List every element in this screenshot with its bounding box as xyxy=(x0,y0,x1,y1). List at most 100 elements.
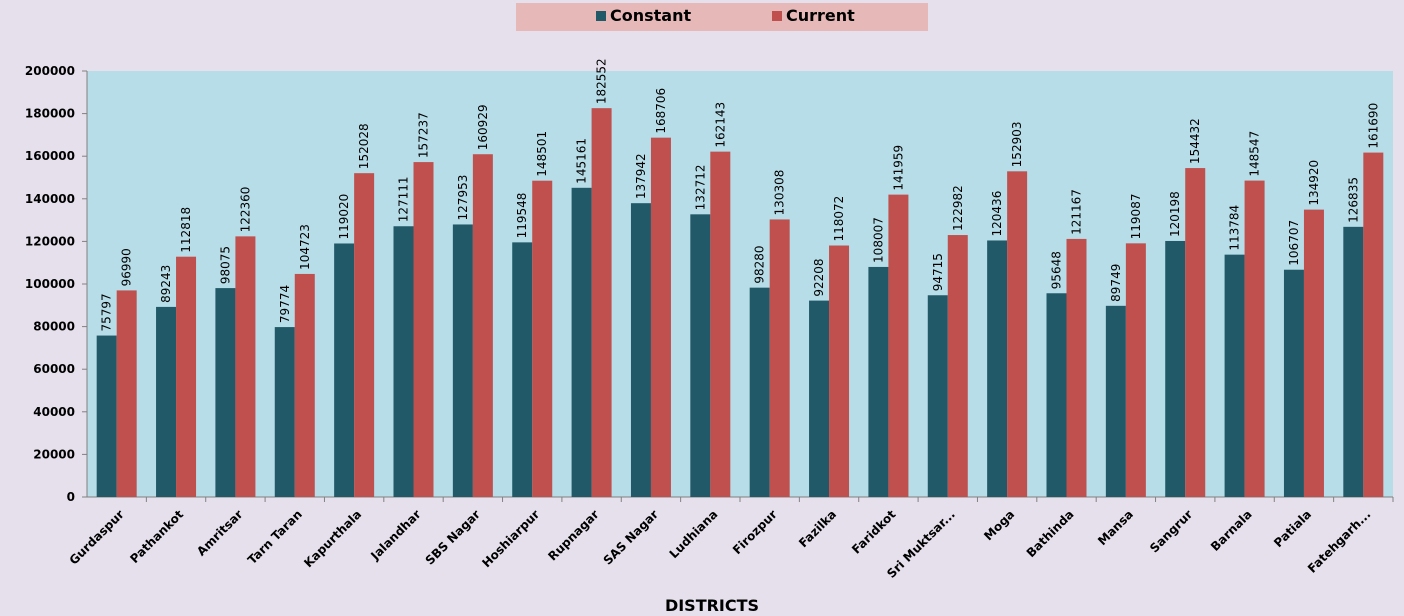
legend-box xyxy=(516,3,928,31)
legend-swatch xyxy=(772,11,782,21)
y-tick-label: 140000 xyxy=(25,192,75,206)
bar xyxy=(1066,238,1087,497)
data-label: 113784 xyxy=(1228,205,1242,251)
data-label: 148547 xyxy=(1248,131,1262,177)
data-label: 96990 xyxy=(120,248,134,286)
bar xyxy=(1303,209,1324,497)
data-label: 127953 xyxy=(456,175,470,221)
bar xyxy=(1185,168,1206,497)
bar xyxy=(710,151,731,497)
bar xyxy=(156,306,177,497)
bar xyxy=(274,327,295,497)
bar xyxy=(452,224,473,497)
data-label: 89243 xyxy=(159,265,173,303)
data-label: 157237 xyxy=(417,112,431,158)
bar xyxy=(1007,171,1028,498)
data-label: 94715 xyxy=(931,253,945,291)
data-label: 120436 xyxy=(990,191,1004,237)
y-tick-label: 40000 xyxy=(33,405,75,419)
y-tick-label: 160000 xyxy=(25,149,75,163)
data-label: 106707 xyxy=(1287,220,1301,266)
bar xyxy=(116,290,137,497)
bar xyxy=(650,137,671,497)
bar xyxy=(1363,152,1384,498)
data-label: 145161 xyxy=(575,138,589,184)
data-label: 152028 xyxy=(357,123,371,169)
bar xyxy=(947,235,968,497)
bar xyxy=(571,187,592,497)
bar xyxy=(927,295,948,497)
data-label: 132712 xyxy=(693,165,707,211)
bar xyxy=(809,300,830,497)
data-label: 127111 xyxy=(397,176,411,222)
bar xyxy=(829,245,850,497)
y-tick-label: 120000 xyxy=(25,234,75,248)
bar xyxy=(176,256,197,497)
data-label: 120198 xyxy=(1168,191,1182,237)
data-label: 154432 xyxy=(1188,118,1202,164)
bar xyxy=(1283,269,1304,497)
bar xyxy=(888,194,909,498)
bar xyxy=(96,335,117,497)
bar xyxy=(512,242,533,497)
y-tick-label: 100000 xyxy=(25,277,75,291)
data-label: 182552 xyxy=(595,58,609,104)
bar xyxy=(987,240,1008,497)
y-tick-label: 0 xyxy=(67,490,75,504)
data-label: 108007 xyxy=(871,217,885,263)
bar xyxy=(472,154,493,497)
bar xyxy=(1046,293,1067,497)
bar xyxy=(1343,226,1364,498)
bar xyxy=(868,266,889,497)
data-label: 98280 xyxy=(753,245,767,283)
x-axis-title: DISTRICTS xyxy=(665,596,759,615)
data-label: 148501 xyxy=(535,131,549,177)
data-label: 95648 xyxy=(1050,251,1064,289)
y-tick-label: 60000 xyxy=(33,362,75,376)
data-label: 126835 xyxy=(1346,177,1360,223)
data-label: 122982 xyxy=(951,185,965,231)
y-tick-label: 80000 xyxy=(33,320,75,334)
bar xyxy=(235,236,256,497)
data-label: 112818 xyxy=(179,207,193,253)
data-label: 75797 xyxy=(100,293,114,331)
legend-label: Current xyxy=(786,6,855,25)
data-label: 92208 xyxy=(812,258,826,296)
bar xyxy=(1165,240,1186,497)
y-tick-label: 20000 xyxy=(33,447,75,461)
data-label: 161690 xyxy=(1366,103,1380,149)
bar xyxy=(769,219,790,497)
data-label: 121167 xyxy=(1070,189,1084,235)
bar xyxy=(393,226,414,497)
data-label: 137942 xyxy=(634,153,648,199)
data-label: 130308 xyxy=(773,170,787,216)
data-label: 160929 xyxy=(476,104,490,150)
legend-swatch xyxy=(596,11,606,21)
data-label: 79774 xyxy=(278,285,292,323)
bar xyxy=(532,180,553,497)
bar xyxy=(1224,254,1245,497)
bar xyxy=(354,173,375,497)
bar xyxy=(215,288,236,497)
data-label: 134920 xyxy=(1307,160,1321,206)
bar xyxy=(294,273,315,497)
data-label: 162143 xyxy=(713,102,727,148)
data-label: 98075 xyxy=(218,246,232,284)
bar xyxy=(749,287,770,497)
bar xyxy=(690,214,711,498)
bar xyxy=(630,203,651,497)
bar xyxy=(591,108,612,497)
data-label: 141959 xyxy=(891,145,905,191)
data-label: 119020 xyxy=(337,194,351,240)
bar xyxy=(1244,180,1265,497)
data-label: 122360 xyxy=(238,187,252,233)
data-label: 119548 xyxy=(515,193,529,239)
data-label: 152903 xyxy=(1010,122,1024,168)
data-label: 118072 xyxy=(832,196,846,242)
bar xyxy=(334,243,355,497)
data-label: 89749 xyxy=(1109,264,1123,302)
bar xyxy=(413,162,434,497)
bar xyxy=(1105,305,1126,497)
legend-label: Constant xyxy=(610,6,691,25)
